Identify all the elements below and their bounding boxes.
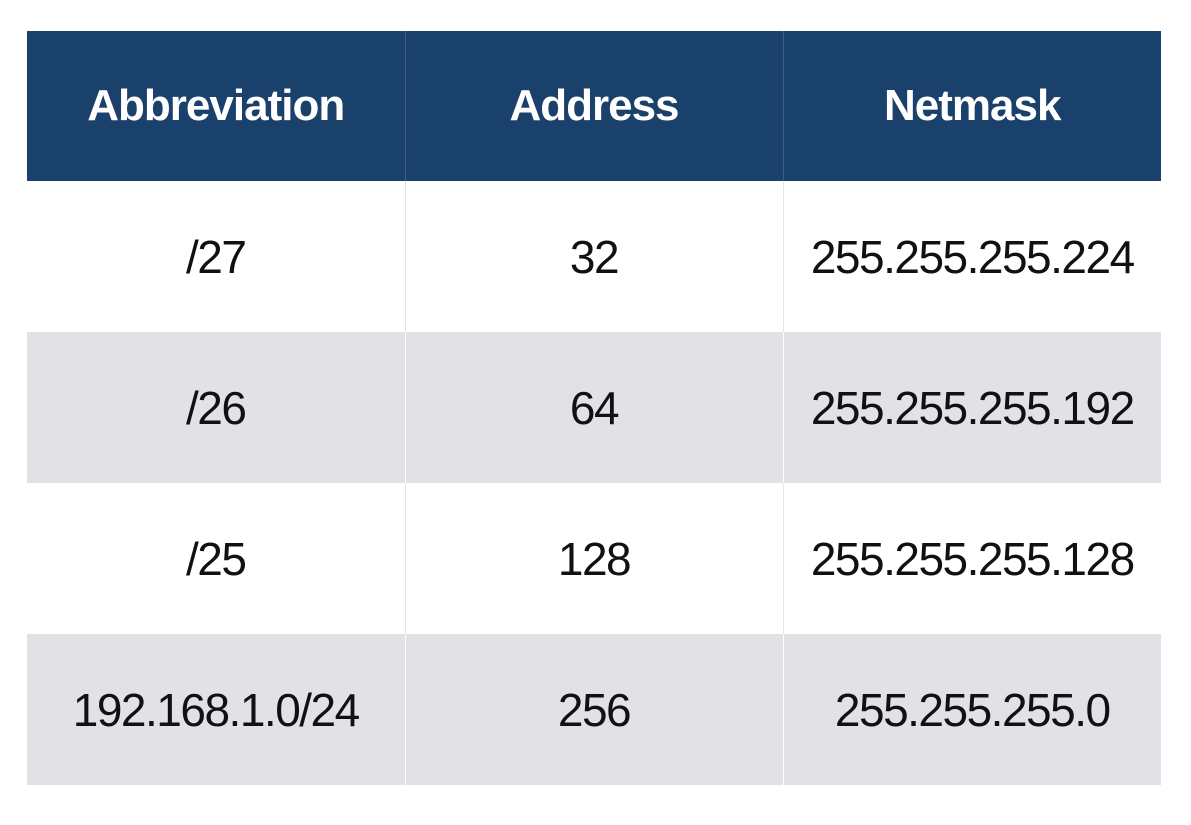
table-row: /25 128 255.255.255.128 — [27, 483, 1161, 634]
cell-netmask: 255.255.255.224 — [782, 181, 1161, 332]
cell-abbreviation: /27 — [186, 230, 247, 283]
header-abbreviation: Abbreviation — [87, 81, 345, 130]
header-netmask: Netmask — [782, 31, 1161, 181]
subnet-table: Abbreviation Address Netmask /27 32 255.… — [27, 31, 1161, 785]
table-row: 192.168.1.0/24 256 255.255.255.0 — [27, 634, 1161, 785]
table-header: Abbreviation Address Netmask — [27, 31, 1161, 181]
table-row: /27 32 255.255.255.224 — [27, 181, 1161, 332]
cell-address: 32 — [404, 181, 783, 332]
cell-netmask: 255.255.255.192 — [782, 332, 1161, 483]
header-address: Address — [404, 31, 783, 181]
subnet-table-container: Abbreviation Address Netmask /27 32 255.… — [27, 31, 1161, 785]
cell-netmask: 255.255.255.128 — [782, 483, 1161, 634]
cell-abbreviation: /25 — [186, 532, 247, 585]
cell-address: 128 — [404, 483, 783, 634]
cell-address: 64 — [404, 332, 783, 483]
header-row: Abbreviation Address Netmask — [27, 31, 1161, 181]
table-body: /27 32 255.255.255.224 /26 64 255.255.25… — [27, 181, 1161, 785]
table-row: /26 64 255.255.255.192 — [27, 332, 1161, 483]
cell-netmask: 255.255.255.0 — [782, 634, 1161, 785]
cell-address: 256 — [404, 634, 783, 785]
cell-abbreviation: /26 — [186, 381, 247, 434]
cell-abbreviation: 192.168.1.0/24 — [72, 683, 360, 736]
